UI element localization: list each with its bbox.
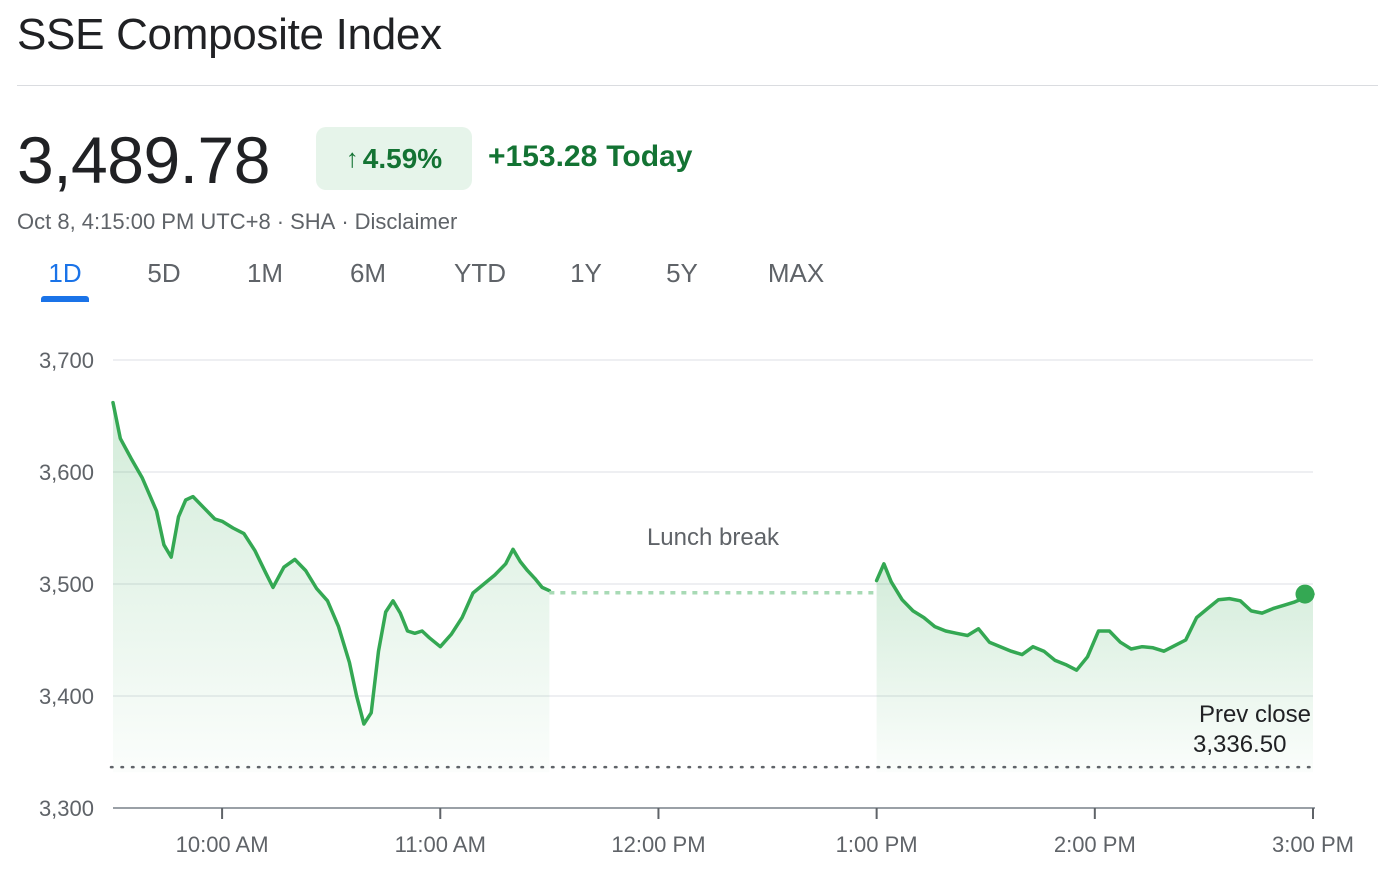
change-percent-badge: ↑ 4.59%	[316, 127, 472, 190]
active-tab-indicator	[41, 296, 89, 302]
change-period: Today	[606, 140, 693, 173]
area-fill-morning	[113, 402, 550, 773]
page-title: SSE Composite Index	[17, 10, 442, 59]
price-line-afternoon	[874, 562, 1315, 672]
quote-meta: Oct 8, 4:15:00 PM UTC+8 · SHA · Disclaimer	[17, 209, 457, 235]
change-value-today: +153.28 Today	[488, 140, 692, 174]
disclaimer-link[interactable]: Disclaimer	[354, 209, 458, 234]
meta-separator: ·	[341, 209, 349, 234]
y-tick-label: 3,600	[39, 460, 94, 485]
tab-max[interactable]: MAX	[767, 258, 825, 288]
area-fill-afternoon	[876, 563, 1313, 773]
x-tick-label: 11:00 AM	[395, 832, 486, 857]
last-price-marker	[1295, 584, 1315, 604]
x-tick-label: 12:00 PM	[611, 832, 705, 857]
x-tick-label: 10:00 AM	[176, 832, 269, 857]
range-tabs: 1D 5D 1M 6M YTD 1Y 5Y MAX	[0, 258, 900, 308]
tab-5y[interactable]: 5Y	[666, 258, 698, 288]
tab-1m[interactable]: 1M	[246, 258, 284, 288]
timestamp: Oct 8, 4:15:00 PM UTC+8	[17, 209, 271, 234]
x-tick-label: 3:00 PM	[1272, 832, 1354, 857]
x-tick-label: 2:00 PM	[1054, 832, 1136, 857]
header-divider	[17, 85, 1378, 86]
tab-6m[interactable]: 6M	[349, 258, 387, 288]
arrow-up-icon: ↑	[345, 143, 359, 173]
prev-close-value: 3,336.50	[1193, 731, 1286, 758]
x-tick-label: 1:00 PM	[836, 832, 918, 857]
current-price: 3,489.78	[17, 123, 270, 197]
tab-ytd[interactable]: YTD	[454, 258, 506, 288]
y-tick-label: 3,300	[39, 796, 94, 821]
meta-separator: ·	[276, 209, 285, 234]
tab-1y[interactable]: 1Y	[570, 258, 602, 288]
lunch-break-label: Lunch break	[647, 524, 780, 551]
change-percent: 4.59%	[362, 142, 443, 174]
y-tick-label: 3,700	[39, 348, 94, 373]
tab-5d[interactable]: 5D	[147, 258, 181, 288]
y-tick-label: 3,400	[39, 684, 94, 709]
exchange-code: SHA	[290, 209, 336, 234]
y-tick-label: 3,500	[39, 572, 94, 597]
change-value: +153.28	[488, 140, 598, 173]
prev-close-label: Prev close	[1199, 701, 1311, 728]
tab-1d[interactable]: 1D	[48, 258, 82, 288]
price-line-morning	[111, 400, 552, 726]
